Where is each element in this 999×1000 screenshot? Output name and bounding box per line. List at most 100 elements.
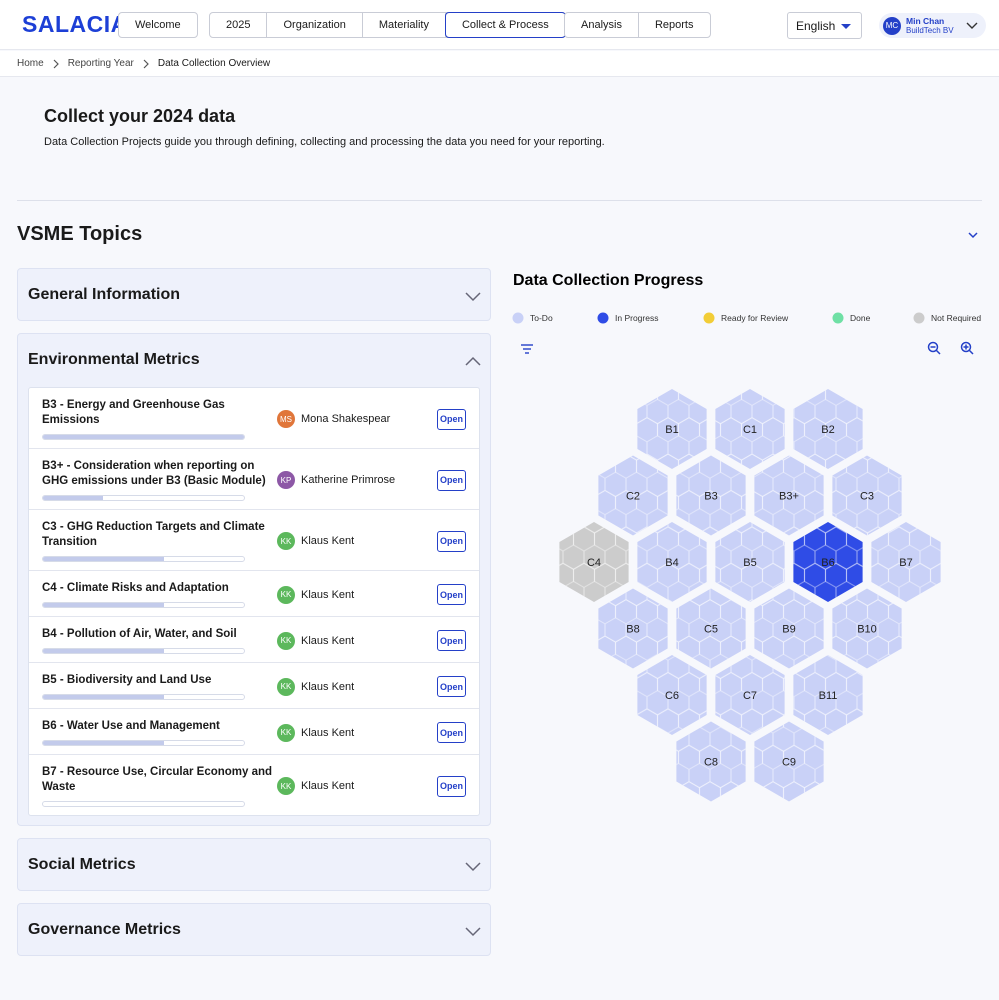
legend-swatch xyxy=(832,312,844,324)
hex-cell[interactable]: C5 xyxy=(676,588,746,669)
nav-item[interactable]: Collect & Process xyxy=(444,12,566,38)
assignee: KK Klaus Kent xyxy=(277,677,399,696)
zoom-out-icon[interactable] xyxy=(927,341,941,355)
collapse-icon[interactable] xyxy=(464,355,482,367)
nav-item[interactable]: Reports xyxy=(654,19,694,31)
nav-item[interactable]: Materiality xyxy=(363,13,446,37)
progress-bar xyxy=(43,557,164,561)
nav-item[interactable]: Welcome xyxy=(135,19,181,31)
topic-item: B3+ - Consideration when reporting on GH… xyxy=(29,449,479,510)
topic-panel: Social Metrics xyxy=(17,838,491,891)
item-info: B7 - Resource Use, Circular Economy and … xyxy=(42,765,277,807)
icon-stroke xyxy=(927,341,939,353)
hex-cell[interactable]: B2 xyxy=(793,389,863,469)
hex-texture xyxy=(832,588,902,669)
hex-cell[interactable]: C4 xyxy=(559,522,629,602)
item-title: C3 - GHG Reduction Targets and Climate T… xyxy=(42,521,265,548)
nav-item[interactable]: Organization xyxy=(267,13,363,37)
nav-item[interactable]: 2025 xyxy=(210,13,268,37)
collapse-icon[interactable] xyxy=(966,229,980,241)
hex-cell[interactable]: B5 xyxy=(715,522,785,602)
progress-track xyxy=(42,602,245,608)
breadcrumb-item[interactable]: Reporting Year xyxy=(67,58,134,69)
open-button[interactable]: Open xyxy=(437,408,466,430)
user-menu[interactable]: MC Min Chan BuildTech BV xyxy=(879,13,986,38)
assignee-avatar: KK xyxy=(277,677,295,696)
breadcrumb-item[interactable]: Home xyxy=(17,58,44,69)
chevron xyxy=(966,22,978,29)
progress-track xyxy=(42,556,245,562)
item-title: B3 - Energy and Greenhouse Gas Emissions xyxy=(42,399,225,426)
hex-label: B11 xyxy=(819,690,838,702)
user-info: Min Chan BuildTech BV xyxy=(906,16,954,36)
hex-texture xyxy=(793,389,863,469)
assignee-avatar: KK xyxy=(277,585,295,604)
chevron xyxy=(53,59,59,68)
expand-icon[interactable] xyxy=(464,290,482,302)
item-title: C4 - Climate Risks and Adaptation xyxy=(42,582,229,594)
hex-label: C2 xyxy=(626,491,640,503)
hex-texture xyxy=(676,588,746,669)
filter-icon[interactable] xyxy=(521,344,533,354)
chevron xyxy=(465,292,481,302)
hex-label: B8 xyxy=(626,624,639,636)
open-button[interactable]: Open xyxy=(437,722,466,743)
legend-label: Done xyxy=(850,313,871,323)
hex-cell[interactable]: B1 xyxy=(637,389,707,469)
progress-bar xyxy=(43,496,104,500)
hex-cell[interactable]: B3 xyxy=(676,455,746,536)
logo[interactable]: SALACIA xyxy=(22,11,128,37)
expand-icon[interactable] xyxy=(464,925,482,937)
hex-cell[interactable]: B3+ xyxy=(754,455,824,536)
item-info: C3 - GHG Reduction Targets and Climate T… xyxy=(42,520,277,562)
zoom-in-icon[interactable] xyxy=(960,341,974,355)
hex-texture xyxy=(754,721,824,802)
hex-label: C6 xyxy=(665,690,679,702)
hex-cell[interactable]: B7 xyxy=(871,522,941,602)
expand-icon[interactable] xyxy=(464,860,482,872)
topic-item: B4 - Pollution of Air, Water, and Soil KK… xyxy=(29,617,479,663)
hex-texture xyxy=(793,522,863,602)
hex-cell[interactable]: C7 xyxy=(715,655,785,735)
assignee-avatar: MS xyxy=(277,410,295,428)
legend-label: In Progress xyxy=(615,313,658,323)
user-company: BuildTech BV xyxy=(906,25,954,35)
topic-title: Social Metrics xyxy=(28,856,136,873)
hex-texture xyxy=(715,522,785,602)
item-info: B5 - Biodiversity and Land Use xyxy=(42,673,277,700)
assignee-name: Klaus Kent xyxy=(301,780,355,792)
assignee-avatar: KK xyxy=(277,777,295,795)
hex-cell[interactable]: C8 xyxy=(676,721,746,802)
language-select[interactable]: English xyxy=(787,12,862,39)
nav-item[interactable]: Analysis xyxy=(565,13,639,37)
open-button[interactable]: Open xyxy=(437,584,466,605)
progress-track xyxy=(42,694,245,700)
hex-cell[interactable]: B4 xyxy=(637,522,707,602)
hex-cell[interactable]: C6 xyxy=(637,655,707,735)
hex-cell[interactable]: B9 xyxy=(754,588,824,669)
dropdown-icon xyxy=(841,24,851,29)
hex-cell[interactable]: C1 xyxy=(715,389,785,469)
hex-cell[interactable]: C3 xyxy=(832,455,902,536)
open-button[interactable]: Open xyxy=(437,676,466,697)
legend-label: Not Required xyxy=(931,313,981,323)
user-name: Min Chan xyxy=(906,15,945,26)
open-button[interactable]: Open xyxy=(437,530,466,552)
hex-cell[interactable]: C9 xyxy=(754,721,824,802)
item-info: B3 - Energy and Greenhouse Gas Emissions xyxy=(42,398,277,440)
open-button[interactable]: Open xyxy=(437,469,466,491)
breadcrumb-separator xyxy=(143,59,149,68)
hex-cell[interactable]: C2 xyxy=(598,455,668,536)
hex-cell[interactable]: B6 xyxy=(793,522,863,602)
open-button[interactable]: Open xyxy=(437,630,466,651)
hex-label: C1 xyxy=(743,424,757,436)
hex-texture xyxy=(676,721,746,802)
legend-label: To-Do xyxy=(530,313,553,323)
hex-cell[interactable]: B10 xyxy=(832,588,902,669)
legend-swatch xyxy=(597,312,609,324)
hex-cell[interactable]: B8 xyxy=(598,588,668,669)
hex-cell[interactable]: B11 xyxy=(793,655,863,735)
language-label: English xyxy=(796,18,836,33)
open-button[interactable]: Open xyxy=(437,775,466,797)
